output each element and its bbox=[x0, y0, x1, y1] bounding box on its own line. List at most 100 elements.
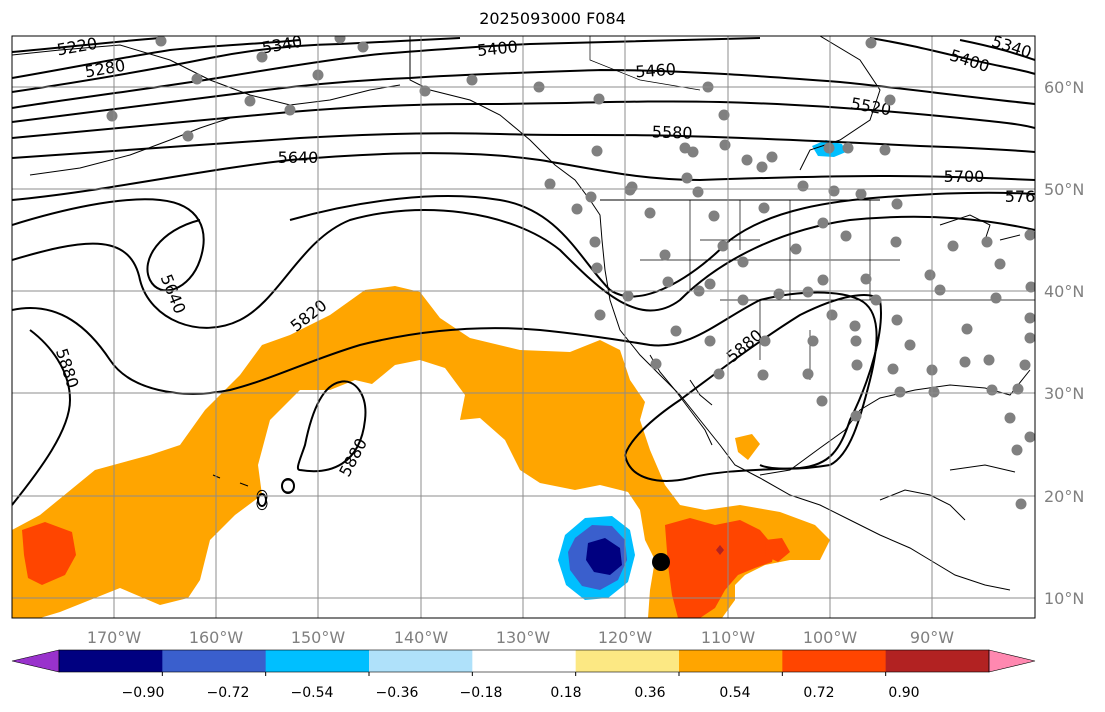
colorbar-segment bbox=[472, 650, 577, 672]
lat-label: 60°N bbox=[1044, 78, 1084, 97]
station-marker bbox=[244, 95, 256, 107]
station-marker bbox=[571, 203, 583, 215]
station-marker bbox=[419, 85, 431, 97]
station-marker bbox=[790, 243, 802, 255]
station-marker bbox=[1024, 229, 1035, 241]
station-marker bbox=[990, 292, 1002, 304]
station-marker bbox=[850, 335, 862, 347]
colorbar-extension-high bbox=[988, 649, 1036, 673]
station-marker bbox=[983, 354, 995, 366]
station-marker bbox=[828, 185, 840, 197]
station-marker bbox=[773, 288, 785, 300]
station-marker bbox=[840, 230, 852, 242]
map-title: 2025093000 F084 bbox=[479, 9, 626, 28]
station-marker bbox=[687, 146, 699, 158]
station-marker bbox=[1024, 431, 1035, 443]
station-marker bbox=[904, 339, 916, 351]
lon-label: 150°W bbox=[291, 628, 346, 647]
station-marker bbox=[757, 369, 769, 381]
longitude-labels: 170°W 160°W 150°W 140°W 130°W 120°W 110°… bbox=[87, 628, 954, 647]
station-marker bbox=[1015, 498, 1027, 510]
station-marker bbox=[704, 278, 716, 290]
positive-anomaly-core-east bbox=[665, 518, 775, 618]
height-contour-layer bbox=[12, 37, 1035, 507]
station-marker bbox=[924, 269, 936, 281]
station-marker bbox=[887, 363, 899, 375]
station-marker bbox=[961, 323, 973, 335]
station-marker bbox=[851, 359, 863, 371]
colorbar-segment bbox=[162, 650, 267, 672]
station-marker bbox=[756, 161, 768, 173]
station-marker bbox=[823, 142, 835, 154]
station-marker bbox=[817, 217, 829, 229]
contour-5640 bbox=[12, 152, 1035, 201]
colorbar-extension-low bbox=[11, 649, 60, 673]
station-marker bbox=[741, 154, 753, 166]
positive-anomaly-core-west bbox=[22, 522, 76, 585]
station-marker bbox=[894, 386, 906, 398]
station-marker bbox=[891, 314, 903, 326]
station-marker bbox=[466, 74, 478, 86]
station-marker bbox=[1019, 359, 1031, 371]
colorbar-tick-label: 0.90 bbox=[888, 685, 919, 701]
contour-5880-island bbox=[257, 478, 296, 507]
station-marker bbox=[807, 335, 819, 347]
station-marker bbox=[884, 94, 896, 106]
station-marker bbox=[719, 139, 731, 151]
station-marker bbox=[816, 395, 828, 407]
station-marker bbox=[644, 207, 656, 219]
station-marker bbox=[737, 256, 749, 268]
colorbar-segment bbox=[782, 650, 887, 672]
colorbar-frame bbox=[58, 649, 990, 673]
colorbar-segment bbox=[369, 650, 473, 672]
station-marker bbox=[802, 368, 814, 380]
station-marker bbox=[817, 274, 829, 286]
lon-label: 90°W bbox=[910, 628, 954, 647]
contour-label: 576 bbox=[1005, 187, 1036, 206]
contour-5280 bbox=[12, 39, 301, 79]
station-marker bbox=[256, 51, 268, 63]
station-marker bbox=[1012, 383, 1024, 395]
colorbar-tick-label: −0.72 bbox=[207, 685, 250, 701]
station-marker bbox=[879, 144, 891, 156]
station-marker bbox=[850, 410, 862, 422]
lon-label: 110°W bbox=[701, 628, 756, 647]
station-marker bbox=[718, 109, 730, 121]
station-marker bbox=[681, 172, 693, 184]
station-marker bbox=[860, 273, 872, 285]
colorbar-tick-label: −0.90 bbox=[122, 685, 165, 701]
station-marker bbox=[544, 178, 556, 190]
station-marker bbox=[585, 191, 597, 203]
station-marker bbox=[155, 36, 167, 47]
station-marker-layer bbox=[106, 36, 1035, 510]
station-marker bbox=[106, 110, 118, 122]
lat-label: 20°N bbox=[1044, 487, 1084, 506]
station-marker bbox=[766, 151, 778, 163]
contour-label: 5400 bbox=[476, 37, 518, 60]
colorbar-tick-label: 0.72 bbox=[803, 685, 834, 701]
station-marker bbox=[594, 309, 606, 321]
contour-5400 bbox=[12, 37, 1035, 109]
station-marker bbox=[849, 320, 861, 332]
lon-label: 140°W bbox=[394, 628, 449, 647]
station-marker bbox=[191, 73, 203, 85]
lon-label: 170°W bbox=[87, 628, 142, 647]
station-marker bbox=[981, 236, 993, 248]
north-america-west-coast bbox=[409, 36, 1011, 591]
station-marker bbox=[928, 386, 940, 398]
station-marker bbox=[934, 284, 946, 296]
lon-label: 120°W bbox=[598, 628, 653, 647]
negative-anomaly-core bbox=[586, 538, 622, 575]
contour-label: 5580 bbox=[652, 122, 693, 142]
anomaly-peak-marker bbox=[716, 545, 724, 555]
station-marker bbox=[1011, 444, 1023, 456]
colorbar-tick-labels: −0.90 −0.72 −0.54 −0.36 −0.18 0.18 0.36 … bbox=[122, 685, 920, 701]
colorbar-segment bbox=[575, 650, 680, 672]
station-marker bbox=[870, 294, 882, 306]
station-marker bbox=[797, 180, 809, 192]
station-marker bbox=[802, 286, 814, 298]
station-marker bbox=[758, 202, 770, 214]
station-marker bbox=[593, 93, 605, 105]
station-marker bbox=[357, 41, 369, 53]
